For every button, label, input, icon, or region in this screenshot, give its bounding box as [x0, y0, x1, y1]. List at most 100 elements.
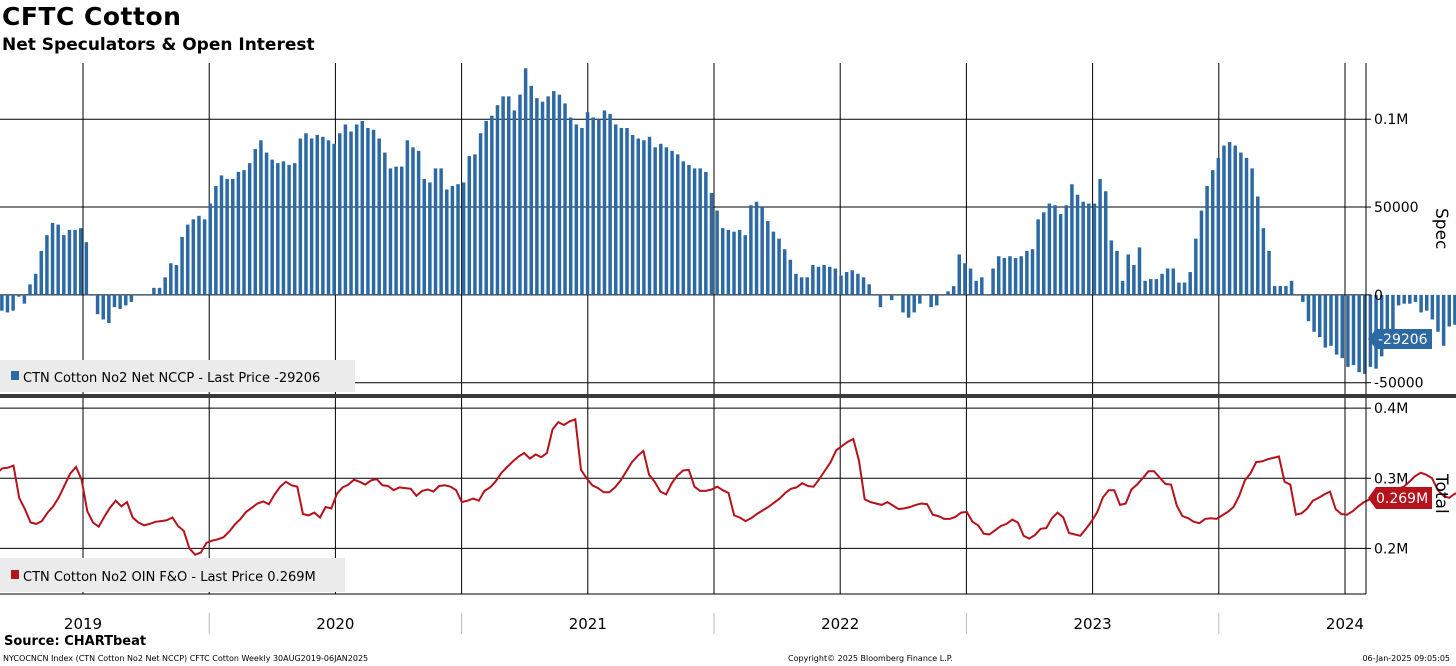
- spec-bar: [828, 266, 832, 295]
- total-tick-label: 0.3M: [1374, 471, 1408, 487]
- spec-bar: [422, 178, 426, 295]
- spec-bar: [383, 152, 387, 295]
- spec-bar: [585, 112, 590, 295]
- spec-bar: [1453, 294, 1456, 325]
- spec-bar: [1171, 268, 1176, 295]
- spec-bar: [1430, 294, 1435, 320]
- spec-bar: [518, 94, 522, 295]
- spec-bar: [433, 168, 438, 295]
- spec-bar: [850, 270, 855, 295]
- spec-bar: [1210, 170, 1215, 295]
- spec-legend-box: [0, 360, 355, 392]
- spec-bar: [287, 164, 291, 295]
- spec-bar: [1182, 282, 1187, 295]
- spec-bar: [1132, 265, 1136, 295]
- x-year-label: 2021: [569, 615, 607, 633]
- spec-bar: [1306, 294, 1311, 322]
- spec-bar: [191, 219, 196, 295]
- spec-bar: [152, 287, 156, 295]
- spec-bar: [743, 235, 748, 295]
- total-series-line: [0, 417, 1456, 556]
- spec-bar: [940, 294, 945, 296]
- spec-bar: [1103, 191, 1108, 295]
- spec-bar: [805, 277, 809, 295]
- spec-bar: [1154, 279, 1159, 295]
- spec-bar: [709, 192, 714, 295]
- spec-bar: [264, 152, 269, 295]
- spec-bar: [309, 138, 314, 295]
- spec-bar: [613, 124, 618, 295]
- panel-separator: [0, 394, 1456, 398]
- spec-bar: [608, 113, 612, 295]
- spec-bar: [873, 294, 877, 296]
- spec-bar: [332, 143, 336, 295]
- spec-bar: [636, 138, 641, 295]
- total-tick-label: 0.4M: [1374, 401, 1408, 417]
- spec-bar: [980, 277, 984, 295]
- spec-bar: [140, 294, 145, 296]
- spec-bar: [844, 272, 849, 295]
- spec-bar: [901, 294, 905, 313]
- footer-index-info: NYCOCNCN Index (CTN Cotton No2 Net NCCP)…: [3, 654, 369, 663]
- spec-bar: [985, 294, 990, 296]
- spec-bar: [1216, 157, 1221, 295]
- spec-bar: [782, 249, 787, 295]
- spec-bar: [833, 268, 838, 295]
- x-year-label: 2020: [316, 615, 354, 633]
- spec-bar: [811, 265, 815, 295]
- spec-bar: [749, 205, 753, 295]
- spec-bar: [726, 229, 731, 295]
- axes: [0, 63, 1456, 634]
- spec-bar: [951, 286, 956, 295]
- spec-bar: [1363, 294, 1367, 374]
- spec-bar: [625, 127, 629, 295]
- spec-bar: [1115, 250, 1119, 295]
- spec-bar: [1233, 145, 1237, 295]
- spec-bar: [512, 110, 517, 295]
- spec-bar: [90, 294, 94, 296]
- spec-bar: [1334, 294, 1339, 355]
- spec-bar: [816, 266, 821, 295]
- spec-bar: [996, 256, 1001, 295]
- footer-copyright: Copyright© 2025 Bloomberg Finance L.P.: [788, 654, 953, 663]
- spec-bar: [597, 119, 601, 295]
- spec-bar: [1413, 294, 1418, 302]
- spec-bar: [236, 171, 241, 295]
- spec-bar: [1008, 256, 1012, 295]
- spec-bar: [1396, 294, 1401, 306]
- spec-bar: [416, 150, 421, 295]
- spec-legend-text: CTN Cotton No2 Net NCCP - Last Price -29…: [23, 371, 320, 386]
- spec-bar: [884, 294, 888, 296]
- spec-bar: [563, 103, 567, 295]
- spec-bar: [799, 277, 804, 295]
- spec-bar: [1013, 257, 1018, 295]
- spec-bar: [822, 265, 826, 295]
- spec-bar: [1205, 185, 1209, 295]
- spec-bar: [1402, 294, 1406, 304]
- spec-bar: [1379, 294, 1384, 357]
- spec-bar: [1047, 203, 1052, 295]
- spec-bar: [619, 127, 624, 295]
- spec-bar: [540, 101, 545, 295]
- spec-bar: [647, 136, 652, 295]
- spec-bar: [174, 265, 179, 295]
- spec-bar: [1295, 294, 1299, 296]
- total-last-value-tag: [1368, 487, 1432, 509]
- spec-bar: [1239, 152, 1243, 295]
- spec-bar: [1222, 145, 1226, 295]
- spec-bar: [304, 133, 308, 295]
- spec-bar: [1036, 219, 1040, 295]
- spec-bar: [1177, 282, 1181, 295]
- spec-bar: [354, 124, 359, 295]
- spec-bar: [1109, 240, 1114, 295]
- spec-bar: [720, 228, 725, 295]
- spec-bar: [28, 284, 32, 295]
- spec-bar: [349, 131, 353, 295]
- spec-bar: [1346, 294, 1350, 367]
- spec-bar: [484, 120, 488, 295]
- spec-bar: [1160, 273, 1164, 295]
- spec-bar: [923, 294, 928, 296]
- spec-bar: [1272, 286, 1277, 295]
- spec-bar: [371, 129, 376, 295]
- spec-bar: [1267, 250, 1271, 295]
